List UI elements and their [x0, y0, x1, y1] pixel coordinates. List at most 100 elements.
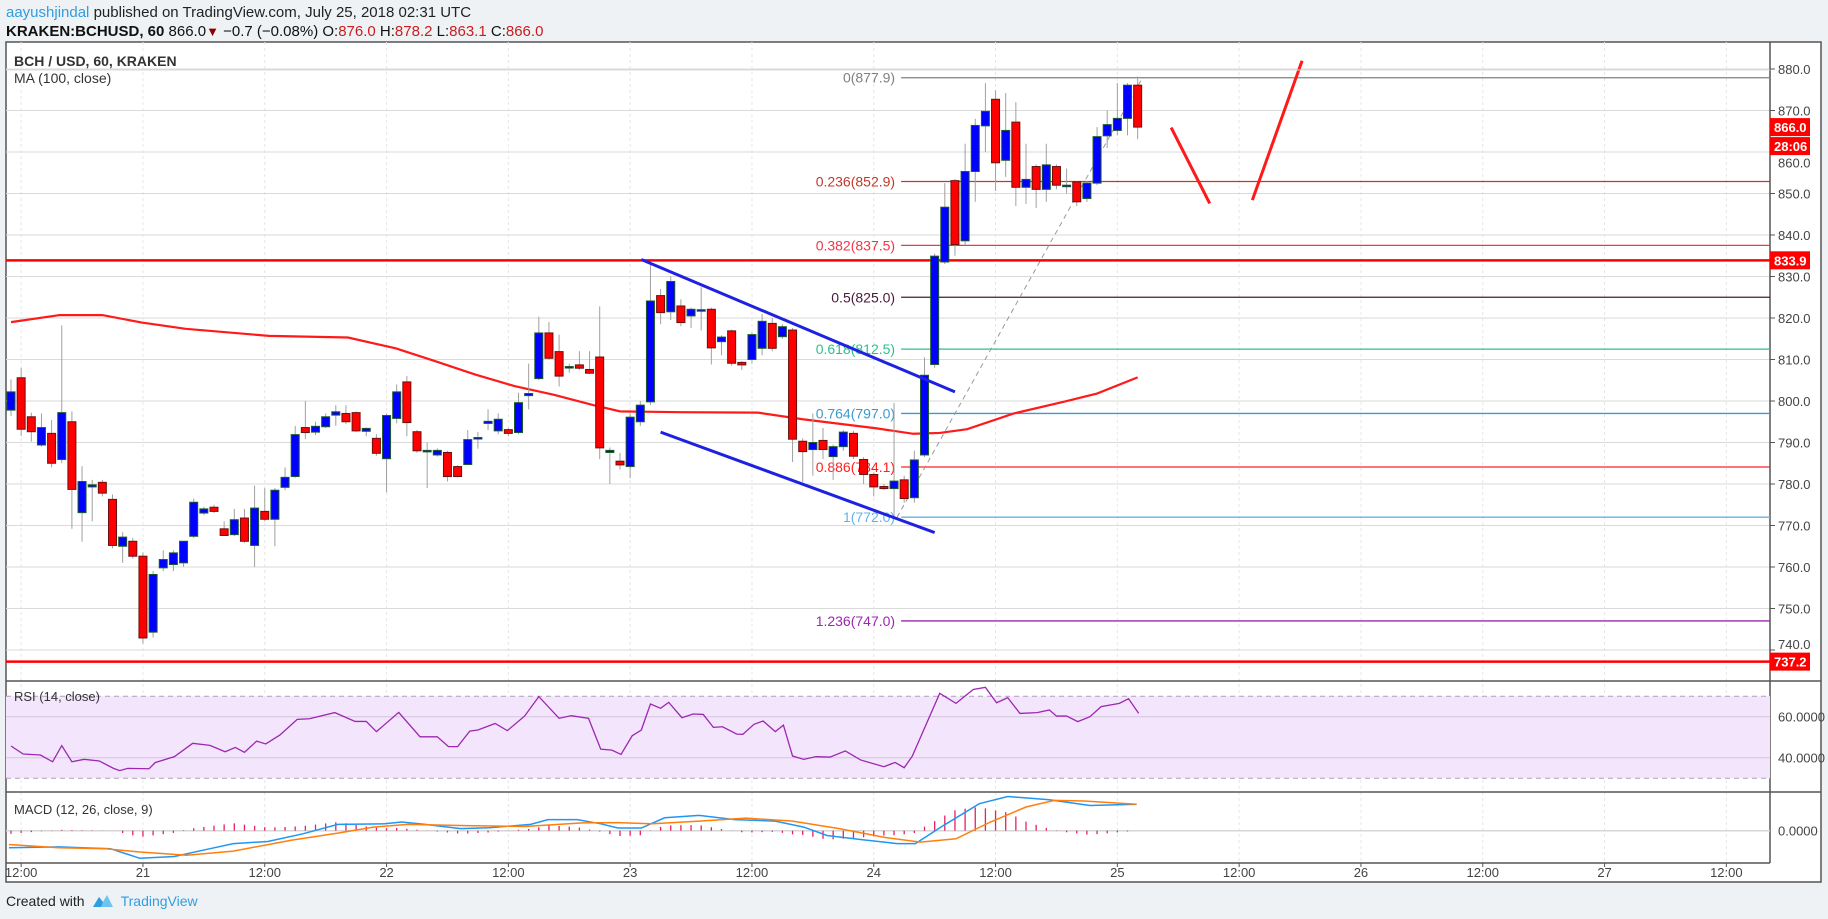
candle-down [706, 308, 716, 349]
candle-up [493, 418, 503, 432]
candle-up [1041, 164, 1051, 190]
candle-up [1112, 117, 1122, 131]
candle-down [260, 510, 270, 520]
author-link[interactable]: aayushjindal [6, 4, 90, 21]
x-tick-label: 22 [379, 865, 393, 880]
price-change: −0.7 (−0.08%) [223, 23, 319, 40]
candle-down [656, 295, 666, 314]
candle-up [757, 320, 767, 349]
last-price-badge-bg [1770, 118, 1810, 137]
open-label: O: [322, 23, 339, 40]
low-value: 863.1 [449, 23, 487, 40]
y-tick-label: 830.0 [1778, 270, 1811, 285]
candle-up [625, 416, 635, 468]
candle-down [818, 439, 828, 451]
x-tick-label: 26 [1354, 865, 1368, 880]
y-tick-label: 800.0 [1778, 394, 1811, 409]
candle-down [300, 427, 310, 434]
candle-down [97, 481, 107, 494]
close-label: C: [490, 23, 506, 40]
macd-line [8, 795, 1137, 860]
x-tick-label: 12:00 [979, 865, 1012, 880]
candle-down [371, 437, 381, 454]
x-tick-label: 27 [1597, 865, 1611, 880]
rsi-legend-label: RSI (14, close) [14, 689, 100, 704]
indicator-panes [6, 686, 1770, 860]
candle-up [290, 434, 300, 478]
x-tick-label: 12:00 [5, 865, 38, 880]
candle-up [270, 489, 280, 520]
candle-up [980, 110, 990, 127]
candle-down [788, 329, 798, 440]
triangle-down-icon: ▼ [206, 24, 219, 39]
candle-up [696, 309, 706, 312]
x-tick-label: 12:00 [1466, 865, 1499, 880]
channel-upper-trendline [640, 258, 956, 394]
candle-up [392, 391, 402, 419]
candle-down [412, 431, 422, 452]
projection-down-trendline [1169, 126, 1212, 205]
x-tick-label: 23 [623, 865, 637, 880]
symbol-quote-bar: KRAKEN:BCHUSD, 60 866.0▼ −0.7 (−0.08%) O… [6, 23, 543, 40]
candle-down [848, 432, 858, 457]
candle-down [1051, 166, 1061, 186]
chart-title: BCH / USD, 60, KRAKEN [14, 53, 177, 69]
countdown-badge-bg [1770, 137, 1810, 156]
candle-up [422, 449, 432, 453]
candle-up [118, 536, 128, 547]
candle-up [564, 366, 574, 369]
candle-up [168, 552, 178, 566]
candle-up [717, 336, 726, 343]
candle-up [148, 573, 158, 633]
candle-up [473, 437, 483, 440]
rsi-line [10, 686, 1140, 772]
candle-up [1102, 124, 1112, 137]
y-tick-label: 760.0 [1778, 560, 1811, 575]
candle-down [595, 356, 605, 449]
candle-up [199, 508, 209, 514]
candle-down [442, 451, 452, 478]
fib-level-label: 0.236(852.9) [816, 173, 895, 189]
candle-up [321, 416, 331, 428]
fib-trend-dashed-line [896, 77, 1143, 518]
y-tick-label: 870.0 [1778, 104, 1811, 119]
candle-down [26, 416, 36, 433]
candle-down [574, 364, 584, 369]
candle-down [1011, 121, 1021, 188]
candle-down [869, 473, 879, 488]
candle-up [534, 332, 544, 380]
candle-down [402, 381, 412, 424]
macd-tick-label: 0.0000 [1778, 824, 1818, 839]
candle-down [1133, 84, 1143, 128]
candle-up [77, 481, 87, 514]
candle-down [859, 459, 869, 475]
candle-down [554, 351, 564, 377]
x-tick-label: 21 [136, 865, 150, 880]
candle-down [1031, 166, 1041, 190]
candle-up [331, 411, 341, 416]
candle-down [219, 528, 229, 536]
tradingview-brand-link[interactable]: TradingView [120, 893, 198, 909]
candle-up [382, 415, 392, 460]
y-tick-label: 850.0 [1778, 187, 1811, 202]
candle-down [899, 479, 909, 500]
last-price: 866.0 [168, 23, 207, 40]
candle-up [483, 420, 493, 424]
x-tick-label: 25 [1110, 865, 1124, 880]
candle-up [6, 391, 16, 411]
x-tick-label: 12:00 [248, 865, 281, 880]
publish-info: aayushjindal published on TradingView.co… [6, 4, 471, 21]
candle-up [1092, 136, 1102, 184]
y-tick-label: 880.0 [1778, 62, 1811, 77]
candle-down [879, 485, 889, 490]
candle-up [36, 427, 46, 446]
candle-down [16, 377, 26, 430]
candle-up [909, 459, 919, 499]
candle-up [250, 507, 260, 546]
candle-up [229, 519, 239, 536]
high-value: 878.2 [394, 23, 433, 40]
low-label: L: [436, 23, 450, 40]
y-tick-label: 840.0 [1778, 228, 1811, 243]
candle-up [808, 442, 818, 451]
